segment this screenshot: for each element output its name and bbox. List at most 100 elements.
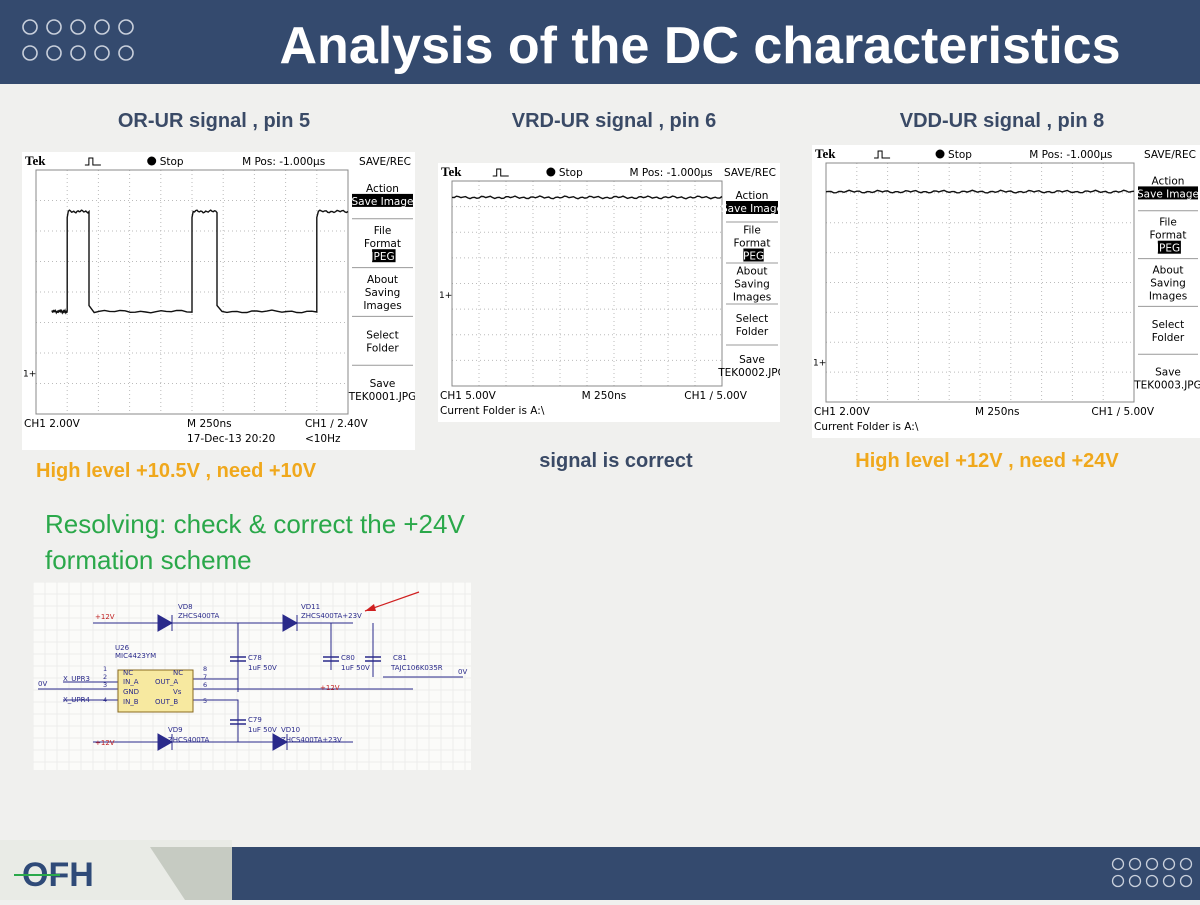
menu-item: Images [1149,291,1187,303]
schematic-label: GND [123,688,139,696]
scope-status: M 250ns [187,418,232,430]
schematic-label: VD11 [301,603,320,611]
scope-status: CH1 ∕ 5.00V [1091,406,1154,418]
scope-status: M 250ns [582,390,627,402]
panel-heading: VRD-UR signal , pin 6 [511,110,717,132]
scope-mpos: M Pos: -1.000µs [1029,149,1112,161]
menu-item: About [736,266,767,278]
dots-icon [1111,857,1193,888]
scope-status: CH1 2.00V [814,406,871,418]
schematic-label: ZHCS400TA [168,736,209,744]
diode [272,733,289,751]
menu-item: Saving [734,279,770,291]
menu-item: Images [733,292,771,304]
menu-highlight [352,193,413,207]
menu-item: TEK0003.JPG [1133,380,1200,392]
menu-item: About [367,274,398,286]
channel-marker: 1+ [23,370,36,380]
menu-item: JPEG [369,251,394,263]
schematic-label: IN_A [123,678,139,686]
schematic-label: Vs [173,688,182,696]
menu-item: JPEG [739,251,764,263]
schematic-label: 3 [103,681,107,689]
schematic: +12VVD8ZHCS400TAVD11ZHCS400TA+23VU26MIC4… [33,582,471,770]
schematic-label: NC [123,669,133,677]
stop-dot [147,156,157,166]
dots-icon [22,19,134,61]
schematic-label: ZHCS400TA [178,612,219,620]
menu-item: Images [363,300,401,312]
footer-bar [232,847,1200,900]
menu-item: Select [736,313,768,325]
capacitor [230,656,246,662]
scope-status: CH1 5.00V [440,390,497,402]
panel-caption: High level +10.5V , need +10V [36,460,317,482]
schematic-label: ZHCS400TA+23V [301,612,362,620]
scope-mpos: M Pos: -1.000µs [242,156,325,168]
menu-item: TEK0001.JPG [348,391,415,403]
menu-highlight [743,248,764,262]
scope-state: Stop [948,149,972,161]
menu-highlight [372,249,396,263]
schematic-label: 8 [203,665,207,673]
capacitor [230,719,246,725]
scope-status: CH1 2.00V [24,418,81,430]
schematic-label: VD8 [178,603,193,611]
waveform [451,195,723,200]
schematic-label: X_UPR4 [63,696,91,704]
schematic-label: 1uF 50V [248,664,277,672]
schematic-label: U26 [115,644,130,652]
channel-marker: 1+ [813,358,826,368]
menu-item: Format [364,238,401,250]
menu-item: Select [366,329,398,341]
menu-item: Save [1155,367,1181,379]
menu-title: SAVE/REC [359,156,411,168]
resolution-text: Resolving: check & correct the +24V form… [45,509,465,575]
scope-brand: Tek [815,146,836,161]
schematic-label: 6 [203,681,207,689]
schematic-label: +12V [320,684,340,692]
scope-status: M 250ns [975,406,1020,418]
menu-item: Action [736,190,769,202]
scope-state: Stop [559,167,583,179]
title: Analysis of the DC characteristics [279,17,1121,75]
scope-screen: Tek Stop M Pos: -1.000µs SAVE/REC1+ActionSa… [22,152,415,450]
schematic-label: TAJC106K035R [390,664,443,672]
menu-item: Save [739,354,765,366]
panel-heading: VDD-UR signal , pin 8 [899,110,1105,132]
schematic-label: 1uF 50V [248,726,277,734]
trigger-icon [492,168,509,177]
menu-highlight [1157,240,1181,254]
scope-mpos: M Pos: -1.000µs [630,167,713,179]
scope-status: CH1 ∕ 2.40V [305,418,368,430]
scope-status: CH1 ∕ 5.00V [684,390,747,402]
schematic-label: IN_B [123,698,139,706]
menu-item: Select [1152,319,1184,331]
schematic-label: MIC4423YM [115,652,156,660]
logo-area: OFH [0,840,232,900]
grid-frame [825,162,1135,403]
menu-item: Folder [366,342,399,354]
menu-item: Saving [1150,278,1186,290]
scope-brand: Tek [25,153,46,168]
schematic-label: 1 [103,665,107,673]
menu-item: JPEG [1155,243,1180,255]
menu-title: SAVE/REC [724,167,776,179]
capacitor [323,656,339,662]
scope-state: Stop [160,156,184,168]
scope-screen: Tek Stop M Pos: -1.000µs SAVE/REC1+ActionSa… [812,145,1200,438]
schematic-label: OUT_A [155,678,178,686]
ic-body [117,669,194,713]
menu-item: Folder [736,326,769,338]
menu-item: Action [1152,175,1185,187]
schematic-label: OUT_B [155,698,178,706]
scope-brand: Tek [441,164,462,179]
waveform [51,209,349,315]
menu-item: Save Image [721,203,780,215]
scope-status: <10Hz [305,433,341,445]
schematic-label: X_UPR3 [63,675,90,683]
panel-caption: signal is correct [539,450,693,472]
scope-status: Current Folder is A:\ [440,405,545,417]
menu-item: Save Image [352,196,414,208]
schematic-label: 5 [203,697,207,705]
